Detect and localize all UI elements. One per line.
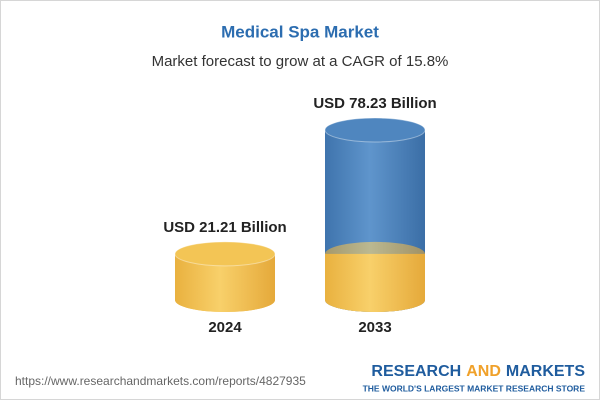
x-tick-label: 2033 xyxy=(358,319,391,336)
value-label: USD 21.21 Billion xyxy=(163,219,286,236)
brand-word: AND xyxy=(466,363,501,380)
chart-subtitle: Market forecast to grow at a CAGR of 15.… xyxy=(152,53,449,70)
cylinder-bottom-face xyxy=(175,288,275,312)
cylinder-top xyxy=(174,241,276,267)
value-label: USD 78.23 Billion xyxy=(313,95,436,112)
x-tick-label: 2024 xyxy=(208,319,242,336)
brand: RESEARCH AND MARKETS xyxy=(371,363,585,380)
brand-tagline: THE WORLD'S LARGEST MARKET RESEARCH STOR… xyxy=(363,383,586,393)
brand-word: MARKETS xyxy=(506,363,585,380)
cylinder-bottom-face xyxy=(325,288,425,312)
brand-word: RESEARCH xyxy=(371,363,461,380)
cylinder-top xyxy=(324,117,426,143)
cylinder-joint xyxy=(325,241,425,266)
chart-title: Medical Spa Market xyxy=(221,22,379,41)
source-url: https://www.researchandmarkets.com/repor… xyxy=(15,374,306,388)
